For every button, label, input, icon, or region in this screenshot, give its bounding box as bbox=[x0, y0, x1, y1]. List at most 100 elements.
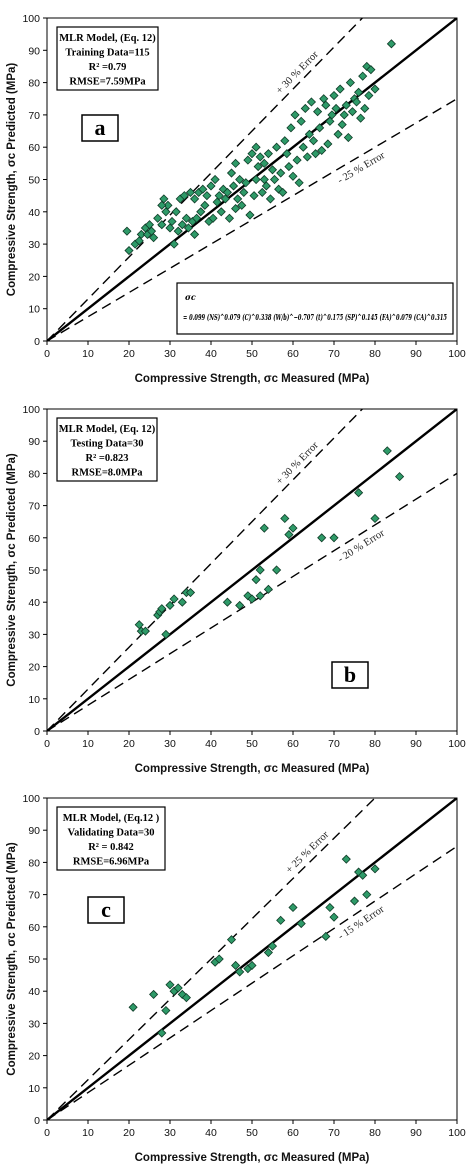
data-point bbox=[226, 168, 237, 178]
x-tick-label: 40 bbox=[205, 1127, 217, 1139]
y-tick-label: 100 bbox=[22, 793, 40, 805]
data-point bbox=[288, 523, 298, 533]
data-points bbox=[134, 446, 405, 639]
x-tick-label: 80 bbox=[369, 1127, 381, 1139]
data-point bbox=[222, 187, 232, 197]
data-point bbox=[226, 935, 237, 945]
data-point bbox=[257, 187, 267, 197]
y-tick-label: 10 bbox=[28, 694, 40, 706]
y-tick-label: 0 bbox=[34, 1115, 40, 1127]
data-point bbox=[251, 174, 261, 185]
x-axis-label: Compressive Strength, σc Measured (MPa) bbox=[135, 763, 370, 775]
data-point bbox=[386, 39, 396, 49]
data-point bbox=[329, 912, 339, 922]
chart-panel-b: 0 10 20 30 40 50 60 70 80 90 100 0 10 20 30 40 50 60 70 80 9… bbox=[6, 404, 466, 775]
data-point bbox=[300, 103, 310, 114]
data-point bbox=[349, 896, 360, 906]
data-point bbox=[263, 149, 273, 159]
y-tick-label: 0 bbox=[34, 726, 40, 738]
data-point bbox=[280, 136, 290, 146]
data-point bbox=[181, 993, 191, 1003]
model-info-box: MLR Model, (Eq. 12) Testing Data=30 R² =0.… bbox=[56, 417, 158, 482]
info-line: RMSE=8.0MPa bbox=[71, 468, 143, 479]
data-point bbox=[272, 565, 282, 575]
data-point bbox=[347, 107, 358, 117]
equation-lhs: σc bbox=[185, 292, 196, 302]
y-tick-label: 20 bbox=[28, 1051, 40, 1063]
data-point bbox=[292, 155, 302, 165]
y-tick-label: 90 bbox=[28, 825, 40, 837]
x-tick-label: 60 bbox=[287, 738, 299, 750]
data-point bbox=[122, 226, 132, 236]
info-line: Testing Data=30 bbox=[71, 439, 144, 450]
data-point bbox=[243, 155, 253, 165]
data-point bbox=[247, 594, 257, 604]
data-point bbox=[370, 513, 380, 524]
data-point bbox=[124, 245, 134, 256]
info-line: R² = 0.842 bbox=[88, 842, 134, 853]
data-point bbox=[362, 890, 372, 900]
data-point bbox=[173, 983, 183, 993]
data-point bbox=[165, 980, 175, 990]
y-axis-label: Compressive Strength, σc Predicted (MPa) bbox=[6, 63, 18, 297]
data-point bbox=[280, 513, 290, 524]
data-point bbox=[214, 954, 224, 964]
equation-frame bbox=[176, 282, 454, 335]
x-tick-label: 30 bbox=[164, 348, 176, 360]
data-point bbox=[335, 84, 345, 94]
data-point bbox=[259, 158, 269, 168]
panel-letter-frame bbox=[331, 661, 369, 689]
x-tick-label: 60 bbox=[287, 1127, 299, 1139]
y-tick-label: 50 bbox=[28, 565, 40, 577]
x-tick-label: 10 bbox=[82, 348, 94, 360]
x-tick-label: 0 bbox=[44, 1127, 50, 1139]
info-line: Validating Data=30 bbox=[68, 828, 155, 839]
data-point bbox=[267, 941, 278, 951]
data-point bbox=[173, 226, 183, 236]
y-tick-label: 70 bbox=[28, 890, 40, 902]
y-tick-label: 60 bbox=[28, 142, 40, 154]
data-point bbox=[282, 149, 292, 159]
info-box-frame bbox=[56, 26, 159, 91]
data-point bbox=[181, 213, 191, 223]
data-point bbox=[370, 84, 380, 94]
data-point bbox=[224, 213, 235, 223]
data-point bbox=[265, 194, 276, 204]
data-point bbox=[358, 870, 368, 880]
data-point bbox=[366, 65, 376, 75]
info-line: MLR Model, (Eq. 12) bbox=[59, 33, 156, 44]
data-point bbox=[302, 152, 312, 162]
data-point bbox=[331, 103, 341, 114]
y-tick-label: 60 bbox=[28, 922, 40, 934]
x-tick-label: 0 bbox=[44, 348, 50, 360]
info-line: Training Data=115 bbox=[65, 48, 149, 59]
data-point bbox=[364, 90, 374, 101]
info-line: R² =0.79 bbox=[89, 62, 127, 73]
data-point bbox=[294, 178, 304, 188]
x-tick-label: 20 bbox=[123, 1127, 135, 1139]
data-point bbox=[210, 174, 220, 185]
panel-letter: a bbox=[95, 115, 106, 140]
data-point bbox=[343, 132, 353, 143]
upper-error-line bbox=[47, 18, 363, 341]
data-point bbox=[161, 629, 171, 639]
data-point bbox=[321, 931, 331, 942]
data-point bbox=[341, 854, 351, 864]
panel-letter: c bbox=[101, 897, 111, 922]
data-point bbox=[206, 181, 216, 191]
data-point bbox=[190, 194, 200, 204]
x-tick-label: 50 bbox=[246, 738, 258, 750]
data-point bbox=[278, 187, 288, 197]
data-point bbox=[317, 533, 327, 543]
data-point bbox=[235, 967, 245, 977]
upper-error-line bbox=[47, 798, 376, 1120]
y-tick-label: 20 bbox=[28, 271, 40, 283]
y-tick-label: 40 bbox=[28, 986, 40, 998]
data-point bbox=[192, 213, 202, 223]
data-point bbox=[296, 919, 306, 929]
panel-letter-box: a bbox=[81, 114, 119, 142]
data-point bbox=[272, 142, 282, 152]
data-point bbox=[214, 191, 224, 201]
y-tick-label: 70 bbox=[28, 110, 40, 122]
data-point bbox=[263, 584, 273, 594]
